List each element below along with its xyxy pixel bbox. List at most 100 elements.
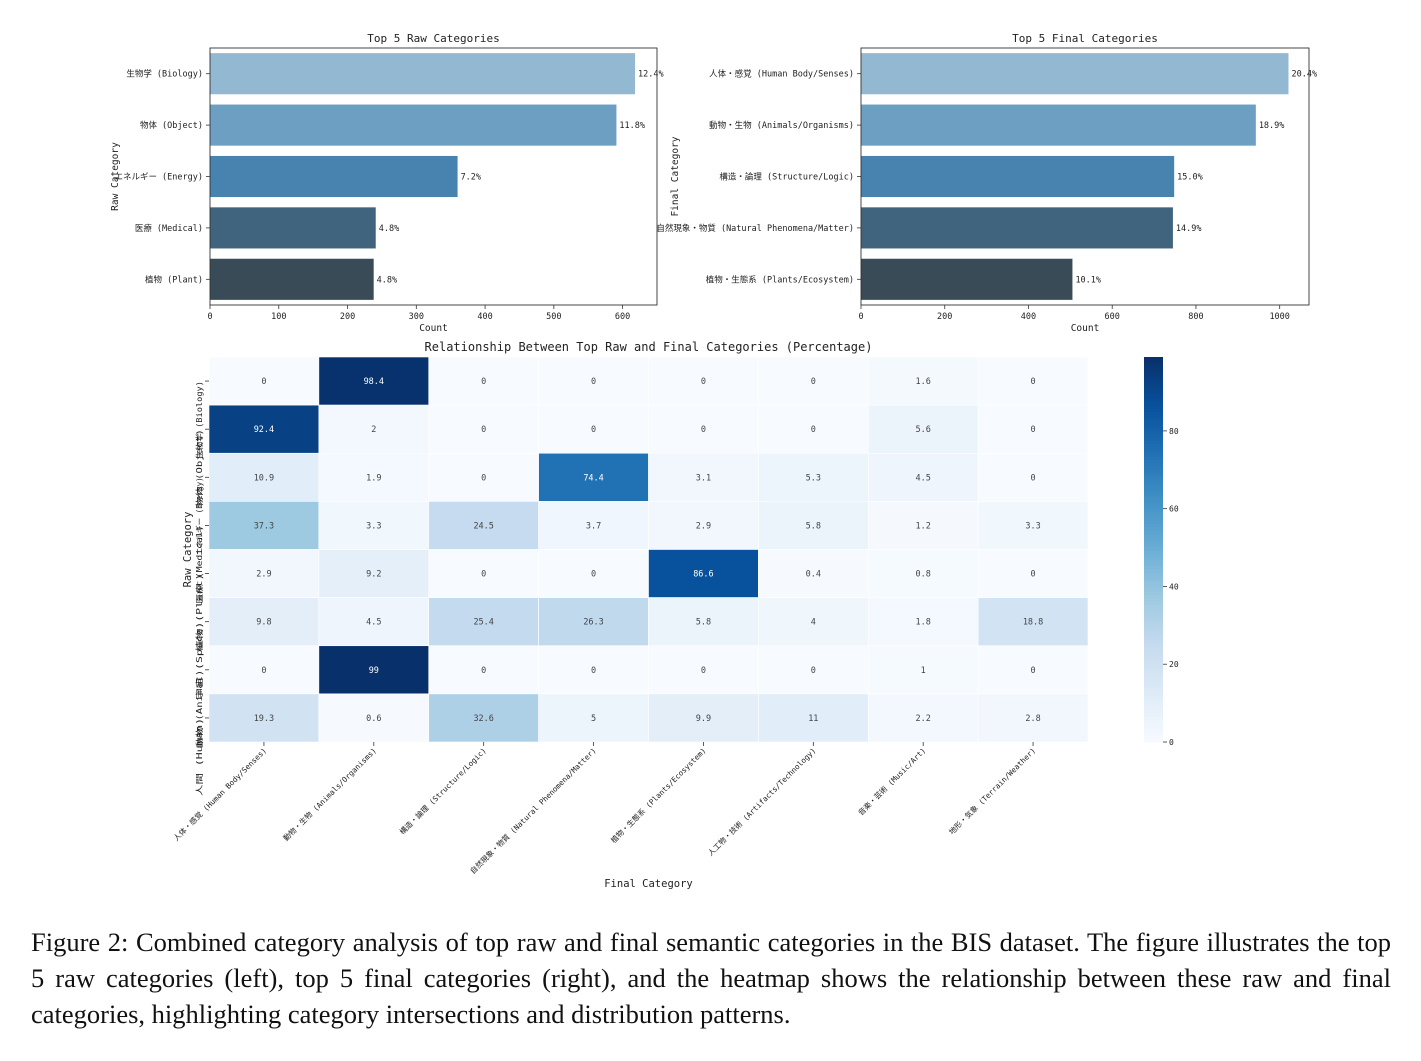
heatmap-cell: [538, 452, 649, 502]
colorbar-segment: [1144, 424, 1163, 429]
bar-label: 18.9%: [1259, 121, 1285, 131]
cell-value: 10.9: [254, 473, 274, 483]
heatmap-cell: [538, 501, 649, 550]
cell-value: 2: [371, 425, 376, 435]
cell-value: 4.5: [916, 473, 931, 483]
colorbar-segment: [1144, 571, 1163, 576]
colorbar-segment: [1144, 555, 1163, 560]
colorbar-segment: [1144, 604, 1163, 608]
x-tick-label: 400: [1021, 312, 1036, 322]
cell-value: 0: [481, 473, 486, 483]
colorbar-segment: [1144, 681, 1163, 685]
x-tick-label: 200: [340, 312, 355, 322]
colorbar-segment: [1144, 629, 1163, 634]
heatmap-cell: [867, 693, 979, 743]
colorbar-segment: [1144, 456, 1163, 461]
colorbar-segment: [1144, 392, 1163, 397]
colorbar-segment: [1144, 594, 1163, 599]
colorbar-segment: [1144, 501, 1163, 506]
y-tick-label: 動物・生物 (Animals/Organisms): [709, 120, 854, 131]
row-label: 物体 (Object): [194, 429, 204, 507]
cell-value: 4: [811, 618, 816, 628]
heatmap-cell: [318, 356, 430, 406]
colorbar-segment: [1144, 533, 1163, 538]
colorbar-segment: [1144, 450, 1163, 454]
heatmap-cell: [208, 549, 320, 598]
colorbar-segment: [1144, 674, 1163, 679]
heatmap-cell: [318, 645, 430, 695]
cell-value: 5.8: [806, 521, 821, 531]
colorbar-segment: [1144, 488, 1163, 493]
column-label: 構造・論理 (Structure/Logic): [397, 745, 488, 836]
cell-value: 3.3: [1025, 521, 1040, 531]
column-label: 動物・生物 (Animals/Organisms): [281, 745, 378, 842]
bar: [861, 53, 1289, 95]
cell-value: 0: [591, 570, 596, 580]
row-label: 人間 (Human): [195, 718, 204, 796]
colorbar-segment: [1144, 421, 1163, 425]
colorbar-segment: [1144, 389, 1163, 393]
colorbar-segment: [1144, 523, 1163, 528]
colorbar-segment: [1144, 453, 1163, 458]
colorbar-segment: [1144, 504, 1163, 509]
column-label: 人工物・技術 (Artifacts/Technology): [705, 745, 817, 857]
colorbar-segment: [1144, 430, 1163, 435]
cell-value: 4.5: [366, 618, 381, 628]
cell-value: 86.6: [693, 570, 713, 580]
colorbar-segment: [1144, 434, 1163, 438]
heatmap-cell: [758, 645, 869, 695]
bar-label: 4.8%: [379, 224, 399, 234]
heatmap-cell: [538, 597, 649, 647]
colorbar-segment: [1144, 719, 1163, 724]
colorbar-tick-label: 60: [1169, 505, 1179, 514]
colorbar-segment: [1144, 530, 1163, 535]
cell-value: 2.8: [1025, 714, 1040, 724]
colorbar-segment: [1144, 725, 1163, 730]
cell-value: 0: [1031, 666, 1036, 676]
colorbar-segment: [1144, 700, 1163, 705]
bar-label: 15.0%: [1177, 173, 1203, 183]
bar: [210, 155, 458, 198]
colorbar-segment: [1144, 414, 1163, 419]
colorbar-segment: [1144, 642, 1163, 647]
colorbar-segment: [1144, 735, 1163, 740]
x-axis-label: Count: [1071, 323, 1100, 334]
colorbar-segment: [1144, 632, 1163, 637]
heatmap-cell: [538, 693, 649, 743]
colorbar-segment: [1144, 539, 1163, 544]
heatmap-cell: [208, 452, 320, 502]
bar-label: 4.8%: [377, 275, 397, 285]
heatmap-cell: [867, 452, 979, 502]
cell-value: 2.9: [696, 521, 711, 531]
cell-value: 24.5: [473, 521, 493, 531]
category-relationship-heatmap: Relationship Between Top Raw and Final C…: [171, 340, 1179, 890]
plot-frame: [860, 47, 1310, 306]
colorbar-segment: [1144, 517, 1163, 522]
cell-value: 3.1: [696, 473, 711, 483]
raw-categories-bar-chart: Top 5 Raw Categories 生物学 (Biology) 12.4% 物体…: [110, 32, 664, 334]
heatmap-cell: [428, 693, 539, 743]
heatmap-cell: [208, 404, 320, 454]
cell-value: 0: [1031, 473, 1036, 483]
colorbar-segment: [1144, 385, 1163, 390]
heatmap-cell: [648, 549, 759, 598]
y-tick-label: 植物 (Plant): [145, 274, 203, 285]
chart-title: Top 5 Final Categories: [1012, 32, 1158, 45]
column-label: 人体・感覚 (Human Body/Senses): [171, 745, 268, 842]
colorbar-segment: [1144, 546, 1163, 551]
colorbar-segment: [1144, 469, 1163, 474]
colorbar-segment: [1144, 636, 1163, 640]
colorbar-segment: [1144, 616, 1163, 621]
heatmap-cell: [758, 549, 869, 598]
colorbar-segment: [1144, 620, 1163, 624]
cell-value: 0: [1031, 570, 1036, 580]
cell-value: 0: [591, 666, 596, 676]
colorbar-tick-label: 20: [1169, 660, 1179, 669]
colorbar-segment: [1144, 360, 1163, 365]
colorbar-tick-label: 40: [1169, 582, 1179, 591]
heatmap-cell: [977, 645, 1089, 695]
colorbar-segment: [1144, 366, 1163, 371]
x-tick-label: 500: [546, 312, 561, 322]
cell-value: 0: [811, 666, 816, 676]
bar: [210, 207, 376, 249]
